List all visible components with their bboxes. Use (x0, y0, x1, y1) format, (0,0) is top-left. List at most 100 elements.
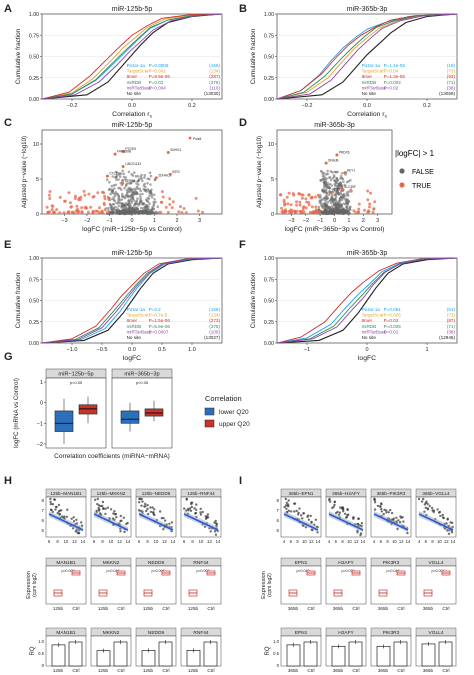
expr-x-label: 125b (143, 606, 154, 611)
x-tick-label: −0.5 (97, 347, 108, 353)
point-false (117, 212, 120, 215)
point-false (124, 194, 128, 197)
point-true (314, 195, 317, 199)
point-true (73, 194, 77, 198)
scatter-point (395, 516, 398, 519)
point-false (133, 180, 136, 183)
scatter-point (439, 514, 442, 518)
point-false (135, 199, 139, 203)
panel-letter-b: B (239, 3, 247, 15)
scatter-point (66, 508, 69, 511)
scatter-point (104, 507, 107, 510)
x-tick-label: 4 (373, 539, 376, 544)
point-false (147, 210, 151, 214)
scatter-point (424, 501, 427, 505)
x-tick-label: 0.0 (363, 103, 371, 109)
x-tick-label: 14 (451, 539, 456, 544)
scatter-point (187, 509, 190, 512)
x-tick-label: 12 (354, 539, 359, 544)
point-false (339, 210, 343, 214)
point-false (134, 175, 138, 178)
legend-count: (156) (209, 63, 220, 68)
expr-x-label: Ctrl (307, 606, 314, 611)
scatter-point (382, 512, 385, 516)
point-true (48, 197, 52, 200)
expr-x-label: Ctrl (117, 606, 124, 611)
box-iqr (78, 404, 98, 415)
scatter-point (287, 499, 290, 502)
legend-pvalue: P=1.1e-05 (384, 63, 406, 68)
point-false (112, 184, 116, 187)
point-false (136, 197, 139, 200)
point-true (70, 210, 74, 214)
point-false (321, 202, 325, 206)
point-false (111, 175, 115, 178)
scatter-point (119, 514, 123, 518)
scatter-point (373, 497, 376, 501)
point-false (136, 174, 140, 178)
panel-f-cdf: 0.00 0.25 0.50 0.75 1.00 −1 0 1 miR-365b-3p Cumul… (250, 250, 458, 362)
point-false (328, 200, 331, 203)
scatter-point (70, 517, 73, 520)
scatter-point (80, 521, 83, 524)
point-false (139, 195, 142, 199)
gene-label: HEY1 (347, 168, 356, 172)
scatter-point (436, 508, 439, 511)
point-false (127, 205, 131, 209)
expr-y-label-unit: (cpm log2) (32, 573, 38, 597)
box-iqr (54, 410, 74, 432)
point-false (127, 210, 131, 213)
point-true (300, 210, 304, 214)
point-true (102, 203, 106, 207)
scatter-point (205, 515, 209, 518)
regression-line (418, 513, 454, 531)
scatter-point (329, 500, 332, 503)
point-true (106, 210, 109, 214)
point-false (332, 210, 335, 214)
scatter-point (424, 506, 427, 509)
rq-y-tick: 0.5 (273, 651, 279, 656)
point-false (108, 180, 111, 184)
point-true (67, 191, 71, 195)
point-true (52, 210, 56, 214)
point-false (336, 207, 340, 211)
x-tick-label: 3 (376, 218, 379, 224)
regression-line (328, 513, 364, 531)
legend-name: Pictar-1a (127, 307, 146, 312)
scatter-point (49, 500, 52, 504)
panel-e-cdf: 0.00 0.25 0.50 0.75 1.00 −1.0 −0.5 0.0 0.5 1.0 miR… (15, 250, 223, 362)
point-true (51, 205, 55, 208)
panel-title: miR-365b-3p (347, 250, 388, 257)
y-tick-label: 7 (277, 508, 280, 513)
y-tick-label: 0.00 (29, 341, 39, 347)
point-labeled (105, 174, 109, 178)
gene-label: PTGES (125, 147, 136, 151)
point-true (83, 193, 87, 197)
point-false (146, 181, 149, 185)
box-iqr (144, 408, 164, 417)
point-false (116, 207, 119, 210)
point-true (304, 197, 308, 201)
scatter-point (146, 507, 149, 511)
scatter-point (397, 519, 400, 522)
scatter-point (141, 510, 144, 513)
scatter-point (301, 517, 304, 520)
x-tick-label: 8 (296, 539, 299, 544)
point-false (346, 203, 350, 206)
rq-title: VGLL4 (429, 630, 444, 636)
cdf-line-miranda (41, 13, 223, 100)
rq-x-label: Ctrl (72, 668, 79, 673)
gene-label: CERS6 (125, 179, 136, 183)
x-tick-label: 12 (444, 539, 449, 544)
x-tick-label: 14 (406, 539, 411, 544)
legend-count: (287) (209, 74, 220, 79)
point-false (319, 199, 323, 202)
scatter-point (149, 506, 152, 509)
point-false (328, 186, 331, 190)
scatter-point (93, 498, 97, 501)
panel-letter-h: H (4, 475, 12, 487)
legend-pvalue: P=0.001 (149, 69, 167, 74)
x-tick-label: 1 (347, 218, 350, 224)
point-true (301, 208, 305, 212)
scatter-title: 125b−NEDD9 (142, 491, 171, 496)
